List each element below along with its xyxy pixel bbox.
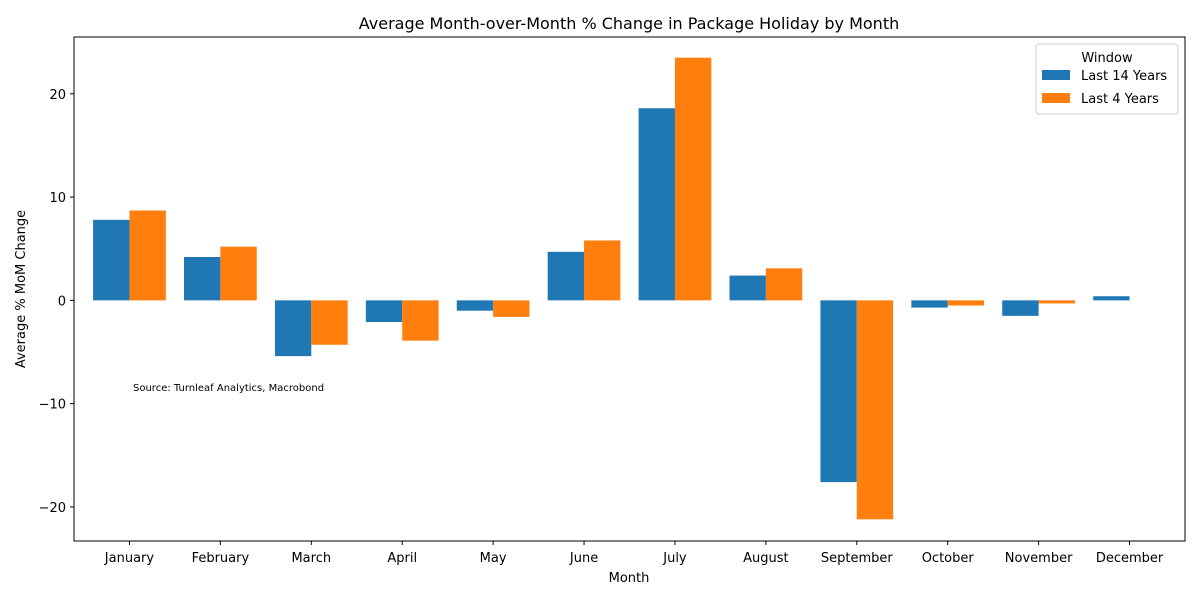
y-tick-label: −20 [39, 501, 66, 516]
y-tick-label: −10 [39, 398, 66, 413]
bar-last-14-years-november [1002, 300, 1039, 316]
legend-swatch-last-14-years [1042, 70, 1070, 80]
y-axis-label: Average % MoM Change [14, 210, 29, 368]
bar-last-14-years-may [456, 300, 494, 311]
plot-frame [73, 36, 1186, 542]
y-axis: −20 −10 0 10 20 [39, 88, 74, 516]
legend-swatch-last-4-years [1042, 93, 1070, 103]
chart-title: Average Month-over-Month % Change in Pac… [359, 14, 899, 33]
bar-last-14-years-february [184, 256, 221, 301]
x-tick-label-february: February [192, 551, 250, 566]
bar-last-4-years-january [129, 210, 166, 301]
bar-last-14-years-july [638, 108, 675, 301]
bar-last-4-years-november [1038, 300, 1075, 304]
bar-last-4-years-may [493, 300, 530, 317]
y-tick-label: 10 [49, 191, 66, 206]
legend-label-last-14-years: Last 14 Years [1081, 69, 1167, 84]
x-axis-label: Month [609, 571, 650, 586]
y-tick-label: 0 [58, 294, 66, 309]
bar-last-14-years-december [1093, 296, 1130, 301]
bars-group [93, 57, 1130, 520]
bar-last-4-years-february [220, 246, 257, 301]
bar-last-14-years-march [274, 300, 312, 357]
x-tick-label-october: October [922, 551, 975, 566]
x-tick-label-december: December [1096, 551, 1164, 566]
x-tick-label-july: July [662, 551, 687, 566]
bar-last-14-years-june [547, 251, 585, 301]
bar-last-4-years-october [947, 300, 985, 306]
bar-last-14-years-january [93, 219, 130, 301]
legend: Window Last 14 Years Last 4 Years [1035, 43, 1179, 115]
bar-last-4-years-july [674, 57, 712, 301]
x-tick-label-august: August [743, 551, 789, 566]
legend-title: Window [1081, 51, 1133, 66]
legend-label-last-4-years: Last 4 Years [1081, 92, 1159, 107]
bar-last-4-years-april [402, 300, 439, 341]
bar-last-4-years-june [584, 240, 621, 301]
x-axis: January February March April May June July Augu… [104, 541, 1164, 566]
bar-last-14-years-april [365, 300, 403, 323]
x-tick-label-may: May [480, 551, 507, 566]
bar-last-14-years-september [820, 300, 857, 483]
x-tick-label-september: September [821, 551, 894, 566]
bar-last-4-years-september [856, 300, 894, 520]
x-tick-label-june: June [569, 551, 598, 566]
bar-last-4-years-august [765, 268, 803, 301]
x-tick-label-april: April [387, 551, 417, 566]
x-tick-label-march: March [291, 551, 331, 566]
bar-last-14-years-october [911, 300, 948, 308]
x-tick-label-november: November [1005, 551, 1073, 566]
x-tick-label-january: January [104, 551, 155, 566]
legend-frame [1035, 43, 1179, 115]
y-tick-label: 20 [49, 88, 66, 103]
bar-last-14-years-august [729, 275, 766, 301]
source-annotation: Source: Turnleaf Analytics, Macrobond [133, 383, 324, 394]
bar-last-4-years-march [311, 300, 348, 345]
